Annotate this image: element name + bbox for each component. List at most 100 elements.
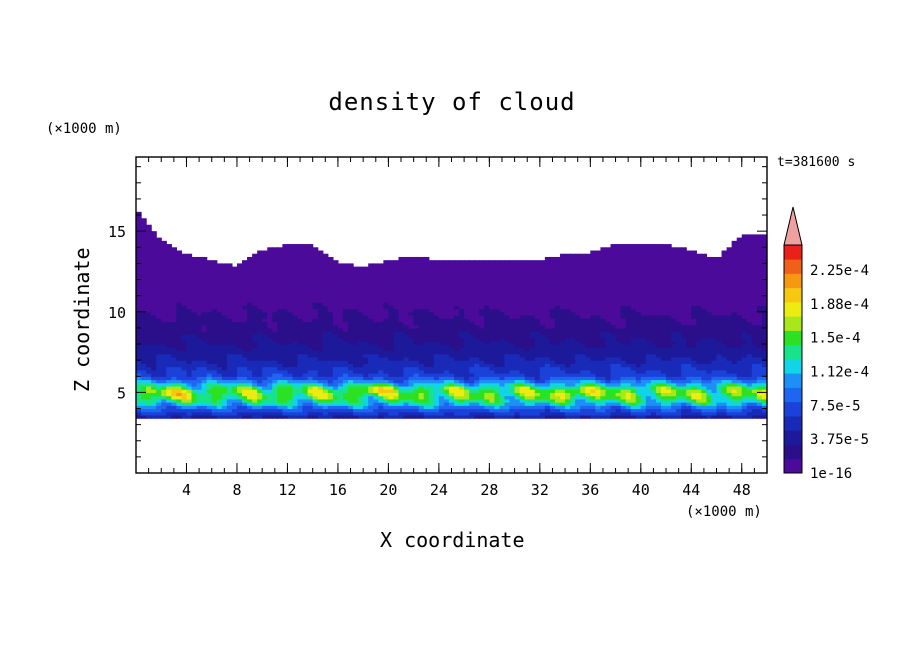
field-cell bbox=[388, 292, 395, 297]
field-cell bbox=[443, 273, 450, 277]
field-cell bbox=[262, 360, 268, 364]
field-cell bbox=[549, 385, 556, 390]
field-cell bbox=[196, 295, 203, 300]
field-cell bbox=[428, 285, 435, 290]
field-cell bbox=[398, 334, 405, 339]
field-cell bbox=[146, 247, 152, 252]
field-cell bbox=[524, 308, 531, 313]
field-cell bbox=[413, 382, 420, 387]
field-cell bbox=[191, 311, 198, 316]
field-cell bbox=[560, 302, 566, 306]
field-cell bbox=[615, 308, 622, 313]
field-cell bbox=[176, 256, 183, 261]
field-cell bbox=[358, 366, 364, 371]
field-cell bbox=[231, 405, 238, 410]
field-cell bbox=[368, 347, 374, 352]
field-cell bbox=[378, 363, 384, 368]
field-cell bbox=[489, 305, 496, 310]
field-cell bbox=[484, 334, 490, 339]
field-cell bbox=[433, 360, 440, 364]
field-cell bbox=[272, 305, 278, 310]
field-cell bbox=[509, 273, 516, 277]
field-cell bbox=[620, 382, 627, 387]
field-cell bbox=[337, 376, 344, 381]
field-cell bbox=[544, 279, 551, 284]
field-cell bbox=[585, 411, 591, 416]
field-cell bbox=[413, 350, 420, 355]
field-cell bbox=[292, 366, 299, 371]
field-cell bbox=[221, 263, 228, 268]
field-cell bbox=[454, 285, 460, 290]
field-cell bbox=[565, 260, 571, 264]
field-cell bbox=[554, 340, 561, 345]
field-cell bbox=[282, 353, 289, 358]
field-cell bbox=[201, 292, 208, 297]
field-cell bbox=[181, 295, 188, 300]
field-cell bbox=[267, 398, 273, 403]
field-cell bbox=[585, 273, 591, 277]
field-cell bbox=[368, 295, 374, 300]
field-cell bbox=[156, 289, 162, 294]
field-cell bbox=[494, 311, 501, 316]
field-cell bbox=[196, 308, 203, 313]
field-cell bbox=[156, 302, 162, 306]
field-cell bbox=[166, 302, 172, 306]
field-cell bbox=[534, 273, 541, 277]
field-cell bbox=[413, 315, 420, 319]
field-cell bbox=[378, 379, 384, 384]
field-cell bbox=[605, 337, 612, 342]
field-cell bbox=[358, 279, 364, 284]
field-cell bbox=[499, 305, 506, 310]
field-cell bbox=[459, 398, 465, 403]
field-cell bbox=[277, 340, 283, 345]
field-cell bbox=[388, 389, 395, 393]
field-cell bbox=[443, 331, 450, 335]
field-cell bbox=[252, 253, 258, 258]
field-cell bbox=[464, 408, 470, 413]
field-cell bbox=[580, 344, 586, 348]
field-cell bbox=[554, 292, 561, 297]
field-cell bbox=[221, 334, 228, 339]
field-cell bbox=[524, 263, 531, 268]
field-cell bbox=[615, 327, 622, 332]
field-cell bbox=[156, 366, 162, 371]
field-cell bbox=[262, 273, 268, 277]
field-cell bbox=[438, 276, 445, 281]
field-cell bbox=[252, 353, 258, 358]
field-cell bbox=[549, 318, 556, 323]
field-cell bbox=[625, 305, 632, 310]
field-cell bbox=[625, 318, 632, 323]
field-cell bbox=[166, 376, 172, 381]
field-cell bbox=[403, 395, 410, 400]
field-cell bbox=[408, 411, 415, 416]
field-cell bbox=[398, 315, 405, 319]
field-cell bbox=[161, 360, 167, 364]
field-cell bbox=[206, 302, 213, 306]
field-cell bbox=[600, 408, 607, 413]
field-cell bbox=[534, 402, 541, 406]
field-cell bbox=[231, 295, 238, 300]
field-cell bbox=[161, 285, 167, 290]
field-cell bbox=[575, 253, 581, 258]
field-cell bbox=[504, 305, 511, 310]
field-cell bbox=[292, 331, 299, 335]
field-cell bbox=[277, 324, 283, 329]
field-cell bbox=[595, 363, 602, 368]
field-cell bbox=[393, 337, 400, 342]
field-cell bbox=[479, 298, 485, 303]
field-cell bbox=[358, 337, 364, 342]
field-cell bbox=[332, 340, 339, 345]
field-cell bbox=[403, 373, 410, 377]
field-cell bbox=[570, 292, 576, 297]
field-cell bbox=[136, 305, 142, 310]
field-cell bbox=[408, 273, 415, 277]
field-cell bbox=[560, 379, 566, 384]
field-cell bbox=[549, 289, 556, 294]
field-cell bbox=[206, 379, 213, 384]
field-cell bbox=[615, 282, 622, 287]
field-cell bbox=[327, 389, 334, 393]
field-cell bbox=[418, 331, 425, 335]
field-cell bbox=[479, 315, 485, 319]
field-cell bbox=[615, 344, 622, 348]
field-cell bbox=[196, 279, 203, 284]
